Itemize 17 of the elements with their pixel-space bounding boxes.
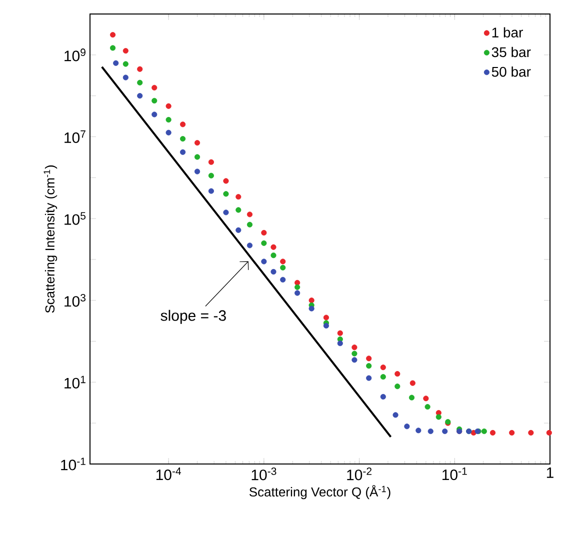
y-tick-label: 10$^{1}$ [64,376,86,388]
x-tick-label: 10$^{-3}$ [252,468,276,480]
y-tick-label: 10$^{9}$ [64,48,86,62]
y-axis-title: Scattering Intensity (cm$^{-1}$) [44,165,58,313]
x-tick-label: 1 [546,468,554,478]
y-tick-label: 10$^{-1}$ [61,458,86,470]
legend-label: 35 bar [492,46,531,58]
x-tick-label: 10$^{-4}$ [156,468,182,480]
y-tick-label: 10$^{5}$ [64,212,86,225]
y-tick-label: 10$^{7}$ [64,130,86,144]
x-tick-label: 10$^{-1}$ [442,468,467,480]
legend-label: 50 bar [492,66,531,77]
annotation: slope = -3 [160,310,226,324]
x-axis-title: Scattering Vector Q (Å$^{-1}$) [249,485,390,500]
x-tick-label: 10$^{-2}$ [347,468,372,480]
y-tick-label: 10$^{3}$ [64,294,86,307]
legend-label: 1 bar [492,27,523,38]
